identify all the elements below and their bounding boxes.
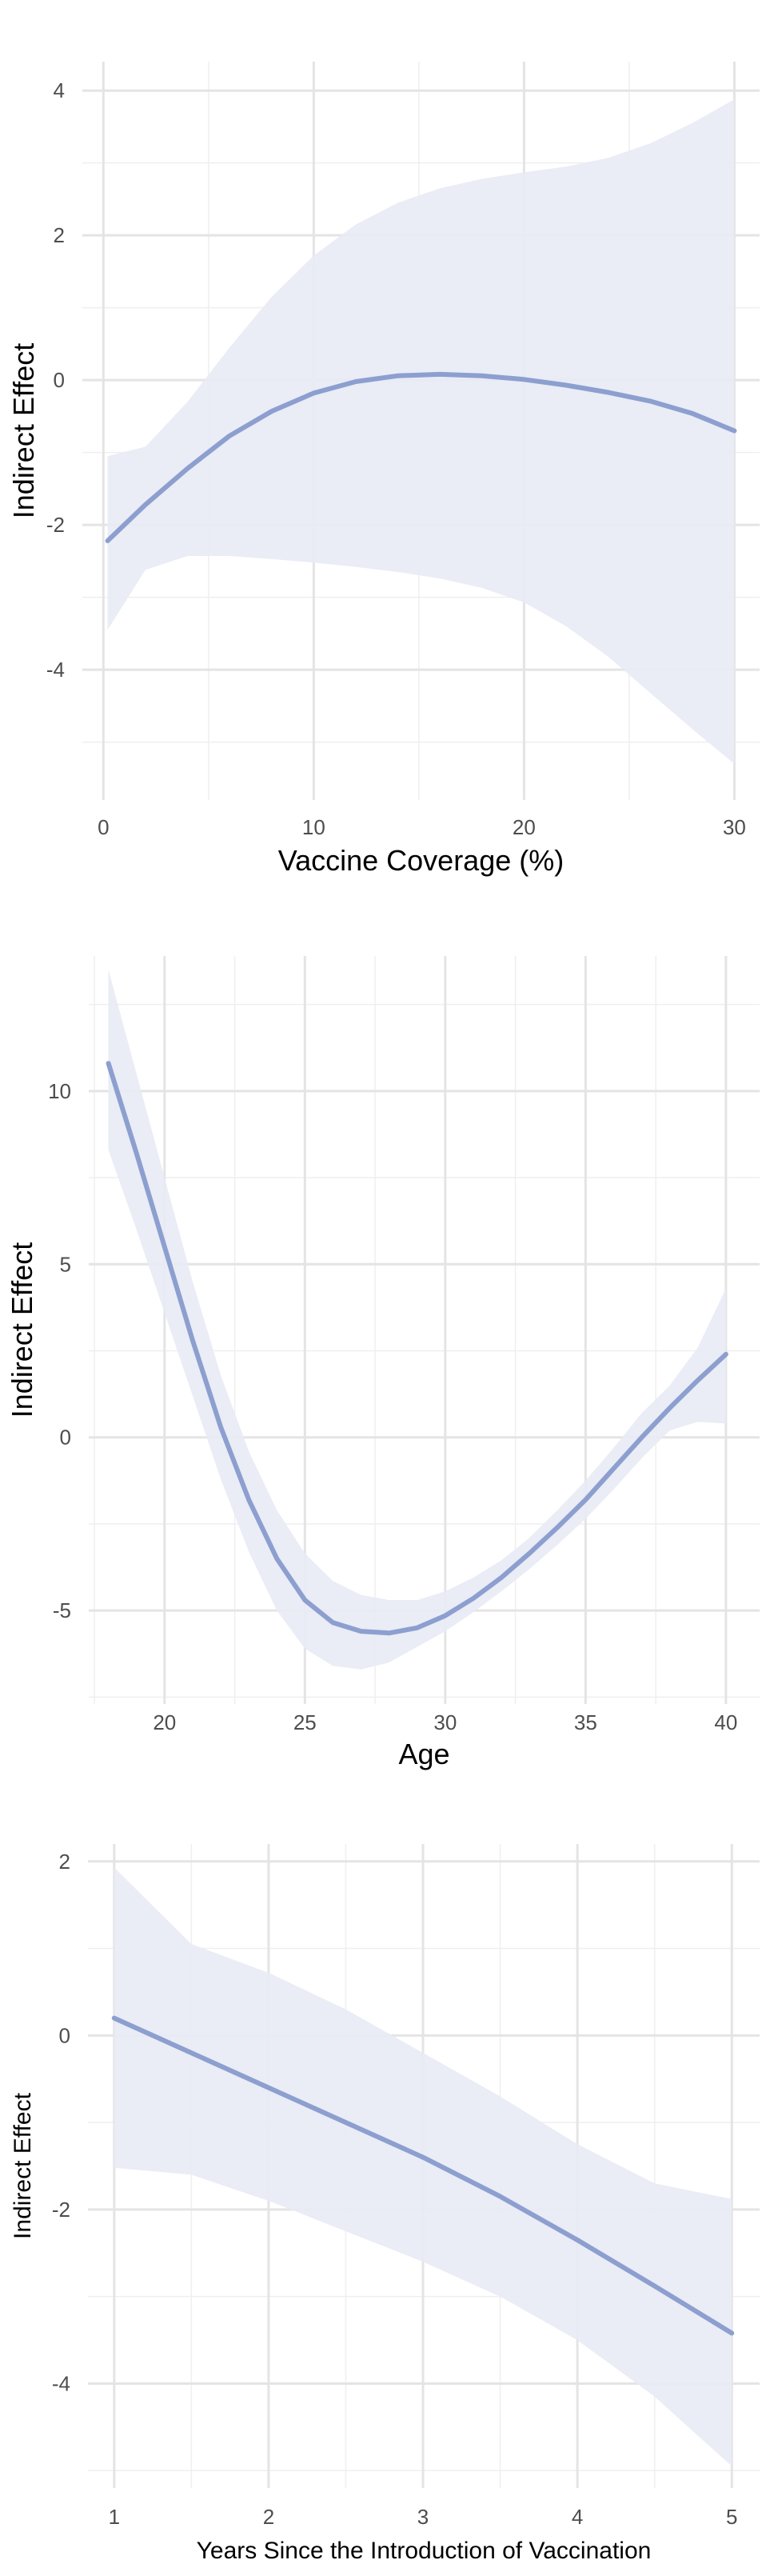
y-tick-label: 0 xyxy=(54,368,65,392)
y-tick-label: -2 xyxy=(46,513,65,537)
chart-panel-2: 20 25 30 35 40 -5 0 5 10 Age Indirect Effect xyxy=(6,956,760,1770)
x-tick-label: 4 xyxy=(572,2505,583,2529)
fitted-line xyxy=(105,371,737,543)
y-tick-label: 0 xyxy=(59,2023,70,2047)
x-axis-title: Years Since the Introduction of Vaccinat… xyxy=(197,2538,652,2564)
y-axis-title: Indirect Effect xyxy=(10,2092,36,2239)
y-tick-label: 4 xyxy=(54,78,65,102)
fitted-line xyxy=(106,1061,728,1636)
y-tick-label: -2 xyxy=(52,2198,70,2222)
x-tick-label: 25 xyxy=(293,1710,317,1734)
confidence-band xyxy=(108,970,726,1670)
x-tick-label: 35 xyxy=(574,1710,597,1734)
x-tick-label: 30 xyxy=(433,1710,457,1734)
y-tick-label: -4 xyxy=(46,658,65,682)
x-axis-title: Age xyxy=(398,1738,449,1770)
x-tick-label: 3 xyxy=(417,2505,429,2529)
x-tick-label: 1 xyxy=(109,2505,120,2529)
x-tick-label: 40 xyxy=(714,1710,737,1734)
chart-panel-3: 1 2 3 4 5 -4 -2 0 2 Years Since the Introduction … xyxy=(10,1844,760,2564)
y-axis-title: Indirect Effect xyxy=(6,1242,38,1418)
chart-panel-1: 0 10 20 30 -4 -2 0 2 4 Vaccine Coverage (%) Indire… xyxy=(7,62,760,877)
x-tick-label: 2 xyxy=(263,2505,274,2529)
confidence-band xyxy=(107,99,735,764)
x-tick-label: 10 xyxy=(302,815,325,839)
x-tick-label: 30 xyxy=(723,815,746,839)
y-tick-label: 5 xyxy=(60,1252,71,1276)
y-tick-label: 10 xyxy=(48,1079,71,1103)
x-tick-label: 0 xyxy=(98,815,109,839)
y-axis-title: Indirect Effect xyxy=(7,343,40,518)
x-axis-title: Vaccine Coverage (%) xyxy=(278,844,565,877)
x-tick-label: 5 xyxy=(726,2505,737,2529)
confidence-band xyxy=(114,1867,732,2466)
y-tick-label: 0 xyxy=(60,1426,71,1450)
x-tick-label: 20 xyxy=(153,1710,176,1734)
y-tick-label: 2 xyxy=(59,1850,70,1874)
x-tick-label: 20 xyxy=(513,815,536,839)
y-tick-label: -5 xyxy=(53,1598,71,1622)
y-tick-label: -4 xyxy=(52,2371,70,2395)
y-tick-label: 2 xyxy=(54,223,65,247)
fitted-line xyxy=(111,2015,735,2336)
